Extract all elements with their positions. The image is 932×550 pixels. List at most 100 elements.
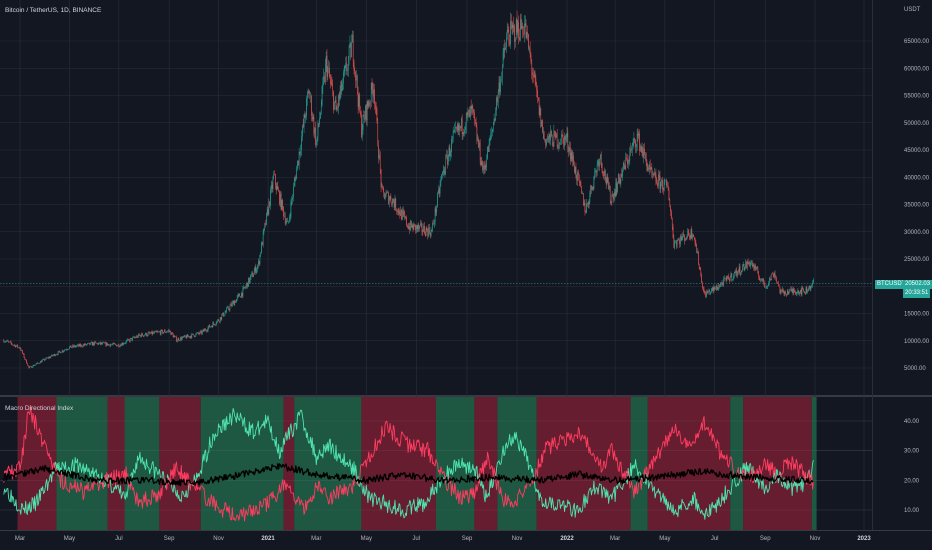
candle-up bbox=[320, 111, 321, 120]
candle-up bbox=[720, 282, 722, 287]
candle-down bbox=[62, 350, 64, 353]
candle-down bbox=[537, 85, 538, 104]
candle-down bbox=[653, 172, 654, 178]
candle-down bbox=[330, 74, 332, 86]
candle-up bbox=[243, 285, 244, 290]
candle-down bbox=[404, 210, 406, 221]
candle-up bbox=[436, 205, 438, 216]
candle-down bbox=[8, 340, 9, 344]
candle-up bbox=[230, 302, 232, 306]
candle-up bbox=[42, 358, 43, 362]
candle-down bbox=[378, 139, 379, 164]
candle-down bbox=[555, 130, 556, 140]
candle-down bbox=[426, 225, 428, 232]
time-tick-label: Jul bbox=[711, 536, 719, 542]
candle-up bbox=[351, 34, 352, 58]
candle-up bbox=[658, 169, 659, 190]
candle-up bbox=[51, 354, 52, 357]
candle-up bbox=[248, 277, 249, 287]
candle-down bbox=[137, 335, 138, 339]
candle-down bbox=[449, 143, 451, 157]
candle-up bbox=[713, 284, 715, 293]
candle-down bbox=[40, 360, 42, 363]
candle-down bbox=[504, 39, 506, 58]
candle-up bbox=[572, 150, 574, 167]
candle-down bbox=[671, 209, 672, 220]
candle-down bbox=[707, 289, 708, 294]
candle-up bbox=[163, 329, 165, 333]
candle-up bbox=[730, 271, 732, 278]
candle-up bbox=[117, 344, 119, 346]
candle-down bbox=[776, 276, 777, 284]
candle-up bbox=[227, 305, 228, 309]
candle-up bbox=[489, 135, 491, 146]
candle-up bbox=[497, 89, 499, 109]
time-tick-label: May bbox=[659, 536, 670, 542]
candle-down bbox=[93, 342, 95, 346]
candle-down bbox=[791, 286, 792, 292]
candle-down bbox=[533, 67, 534, 83]
candle-down bbox=[460, 125, 461, 132]
candle-down bbox=[651, 163, 653, 178]
candle-up bbox=[652, 170, 653, 180]
candle-down bbox=[721, 280, 723, 286]
candle-down bbox=[168, 329, 170, 333]
candle-up bbox=[786, 288, 788, 296]
candle-down bbox=[509, 34, 510, 47]
candle-up bbox=[470, 105, 471, 121]
candle-down bbox=[377, 117, 379, 147]
candle-up bbox=[643, 143, 644, 164]
candle-down bbox=[719, 284, 720, 289]
candle-up bbox=[312, 113, 314, 122]
candle-down bbox=[695, 240, 697, 248]
candle-up bbox=[317, 120, 319, 142]
candle-down bbox=[262, 241, 263, 246]
candle-down bbox=[567, 127, 569, 153]
candle-down bbox=[705, 291, 706, 298]
candle-up bbox=[546, 138, 547, 148]
candle-down bbox=[438, 187, 440, 198]
candle-up bbox=[321, 85, 323, 107]
candle-up bbox=[39, 362, 40, 364]
time-tick-label: May bbox=[361, 536, 372, 542]
candle-up bbox=[319, 111, 320, 128]
candle-down bbox=[329, 61, 330, 79]
candle-down bbox=[779, 286, 781, 295]
candle-down bbox=[201, 329, 202, 336]
candle-down bbox=[556, 129, 558, 150]
candle-up bbox=[461, 116, 462, 132]
candle-up bbox=[262, 229, 264, 248]
candle-up bbox=[447, 154, 449, 166]
candle-down bbox=[424, 231, 426, 237]
candle-up bbox=[173, 335, 175, 338]
candle-down bbox=[211, 325, 213, 328]
candle-up bbox=[808, 286, 809, 292]
candle-up bbox=[425, 226, 427, 237]
candle-up bbox=[365, 104, 366, 122]
candle-up bbox=[440, 176, 442, 187]
candle-down bbox=[398, 207, 400, 215]
candle-down bbox=[709, 289, 711, 295]
candle-up bbox=[505, 42, 506, 51]
candle-down bbox=[809, 285, 811, 292]
plus-di-line bbox=[3, 407, 814, 520]
candle-up bbox=[302, 124, 303, 142]
candle-up bbox=[487, 146, 488, 160]
candle-down bbox=[31, 366, 32, 368]
candle-up bbox=[276, 182, 278, 191]
candle-up bbox=[88, 342, 90, 344]
candle-down bbox=[379, 151, 381, 175]
candle-down bbox=[578, 169, 579, 181]
candle-up bbox=[320, 99, 322, 115]
candle-down bbox=[689, 234, 691, 241]
candle-down bbox=[585, 210, 587, 213]
candle-up bbox=[767, 285, 768, 290]
candle-down bbox=[278, 187, 279, 193]
candle-up bbox=[14, 344, 15, 347]
candle-down bbox=[764, 286, 766, 288]
candle-down bbox=[679, 237, 680, 248]
candle-up bbox=[808, 285, 810, 290]
candle-down bbox=[670, 204, 671, 217]
candle-down bbox=[483, 160, 485, 175]
